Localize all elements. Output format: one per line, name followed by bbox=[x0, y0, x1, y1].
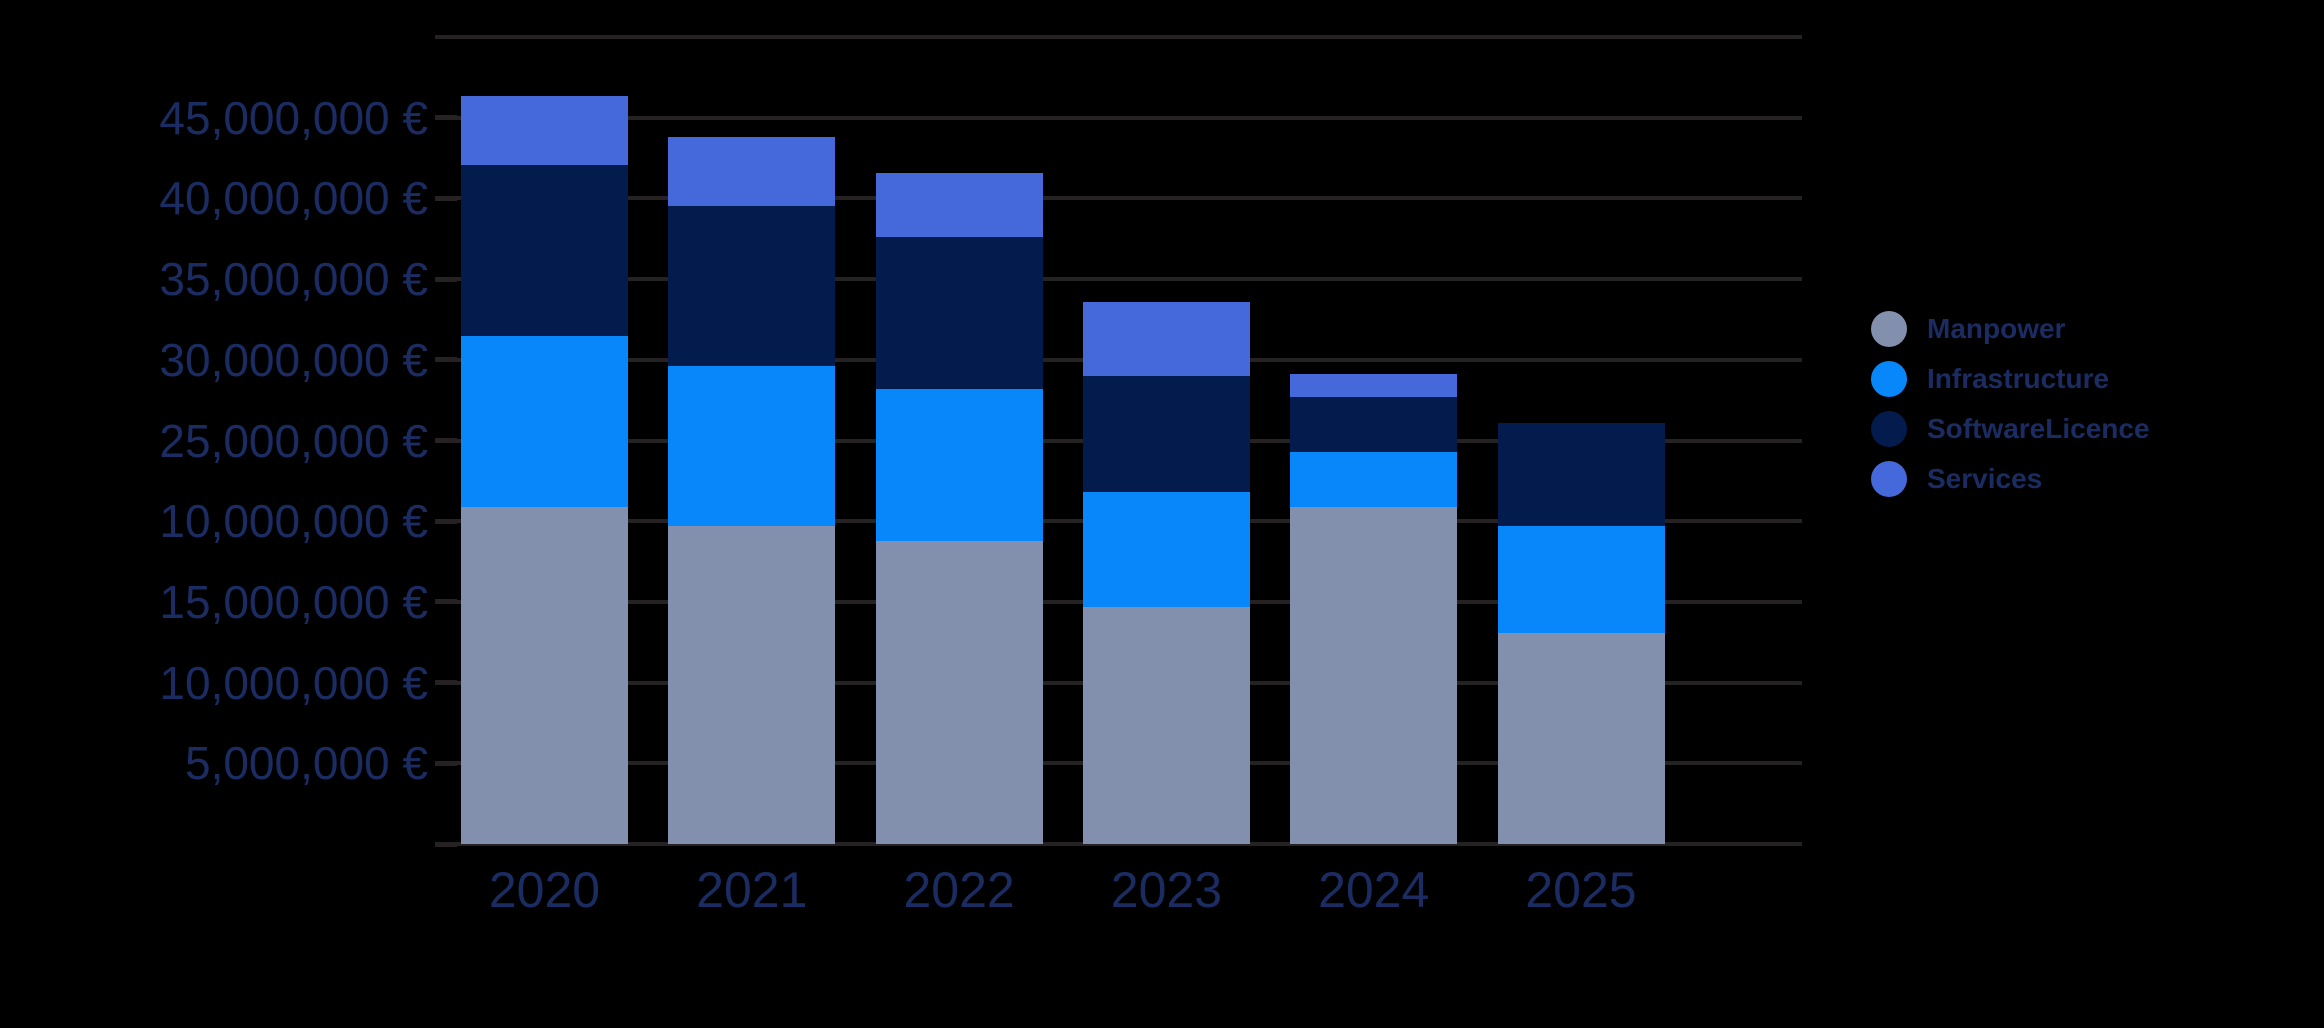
gridline bbox=[435, 842, 1802, 846]
y-axis-label: 30,000,000 € bbox=[159, 333, 428, 386]
bar-2024 bbox=[1290, 37, 1458, 844]
y-axis-label: 40,000,000 € bbox=[159, 172, 428, 225]
y-axis-tick bbox=[435, 357, 457, 363]
y-axis-tick bbox=[435, 760, 457, 766]
y-axis-tick bbox=[435, 195, 457, 201]
bar-2021-segment-infrastructure bbox=[668, 366, 836, 527]
y-axis-tick bbox=[435, 276, 457, 282]
bar-2020-segment-manpower bbox=[461, 507, 628, 844]
legend-item-services: Services bbox=[1871, 461, 2150, 497]
bar-2025-segment-infrastructure bbox=[1497, 526, 1665, 633]
bar-2025 bbox=[1497, 37, 1665, 844]
bar-2021-segment-manpower bbox=[668, 526, 836, 844]
bar-2023 bbox=[1082, 37, 1250, 844]
gridline bbox=[435, 35, 1802, 39]
bar-2024-segment-infrastructure bbox=[1290, 451, 1458, 507]
legend-swatch-softwarelicence-icon bbox=[1871, 411, 1907, 447]
gridline bbox=[435, 196, 1802, 201]
x-axis-label: 2020 bbox=[488, 862, 601, 918]
legend-swatch-manpower-icon bbox=[1871, 311, 1907, 347]
y-axis-label: 35,000,000 € bbox=[159, 253, 428, 306]
bar-2020-segment-softwarelicence bbox=[461, 164, 628, 336]
bar-2023-segment-infrastructure bbox=[1082, 492, 1250, 607]
legend-label-manpower: Manpower bbox=[1927, 313, 2066, 344]
x-axis-label: 2025 bbox=[1525, 862, 1637, 918]
x-axis-label: 2024 bbox=[1318, 862, 1430, 918]
bar-2021 bbox=[668, 37, 836, 844]
legend-item-softwarelicence: SoftwareLicence bbox=[1871, 411, 2150, 447]
bar-2022-segment-services bbox=[875, 172, 1043, 238]
y-axis-label: 15,000,000 € bbox=[159, 575, 428, 628]
legend: Manpower Infrastructure SoftwareLicence Ser… bbox=[1871, 311, 2150, 497]
legend-label-services: Services bbox=[1927, 463, 2043, 494]
y-axis-label: 10,000,000 € bbox=[159, 656, 428, 709]
bar-2020-segment-services bbox=[461, 95, 628, 165]
x-axis-label: 2023 bbox=[1110, 862, 1222, 918]
bar-2023-segment-manpower bbox=[1082, 606, 1250, 844]
bar-2022-segment-infrastructure bbox=[875, 388, 1043, 541]
legend-item-infrastructure: Infrastructure bbox=[1871, 361, 2150, 397]
y-axis-label: 10,000,000 € bbox=[159, 495, 428, 548]
legend-swatch-services-icon bbox=[1871, 461, 1907, 497]
bar-2025-segment-manpower bbox=[1497, 632, 1665, 844]
y-axis-tick bbox=[435, 115, 457, 121]
bar-2021-segment-softwarelicence bbox=[668, 206, 836, 367]
bar-2022-segment-manpower bbox=[875, 540, 1043, 844]
x-axis-label: 2022 bbox=[903, 862, 1015, 918]
x-axis-label: 2021 bbox=[696, 862, 808, 918]
legend-label-infrastructure: Infrastructure bbox=[1927, 363, 2110, 394]
gridline bbox=[435, 277, 1802, 282]
gridline bbox=[435, 115, 1802, 120]
bar-2022-segment-softwarelicence bbox=[875, 237, 1043, 389]
y-axis-tick bbox=[435, 518, 457, 524]
legend-swatch-infrastructure-icon bbox=[1871, 361, 1907, 397]
y-axis-tick bbox=[435, 438, 457, 443]
bar-2023-segment-services bbox=[1082, 301, 1250, 376]
y-axis-label: 5,000,000 € bbox=[184, 737, 428, 790]
bar-2024-segment-services bbox=[1290, 374, 1458, 397]
y-axis-label: 45,000,000 € bbox=[159, 91, 428, 144]
y-axis-label: 25,000,000 € bbox=[159, 414, 428, 467]
y-axis-tick bbox=[435, 599, 457, 605]
bar-2020 bbox=[461, 37, 628, 844]
y-axis-tick bbox=[435, 680, 457, 686]
plot-area bbox=[435, 35, 1802, 847]
bar-2023-segment-softwarelicence bbox=[1082, 375, 1250, 493]
bar-2021-segment-services bbox=[668, 137, 836, 207]
bar-2020-segment-infrastructure bbox=[461, 335, 628, 508]
bar-2022 bbox=[875, 37, 1043, 844]
bar-2025-segment-softwarelicence bbox=[1497, 422, 1665, 527]
bar-2024-segment-softwarelicence bbox=[1290, 396, 1458, 452]
y-axis-tick bbox=[435, 841, 457, 847]
legend-item-manpower: Manpower bbox=[1871, 311, 2150, 347]
legend-label-softwarelicence: SoftwareLicence bbox=[1927, 413, 2150, 444]
bar-2024-segment-manpower bbox=[1290, 506, 1458, 844]
